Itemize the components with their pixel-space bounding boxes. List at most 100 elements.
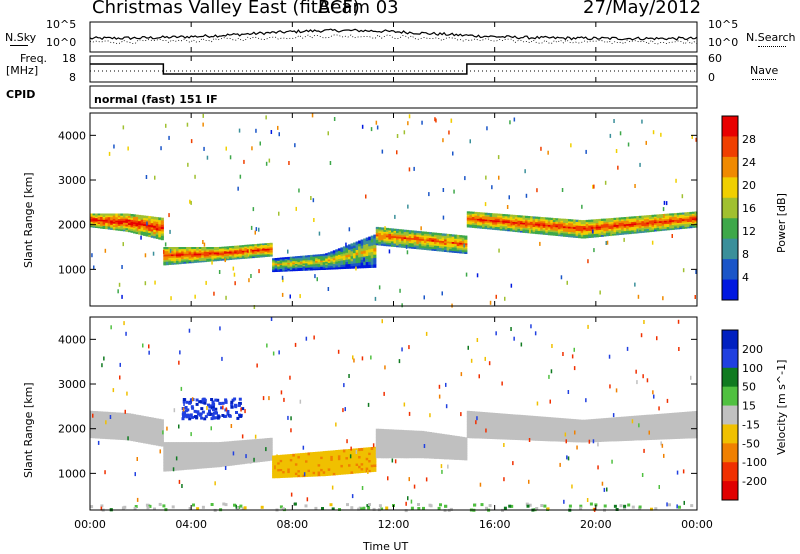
power-noise-cell [406, 250, 409, 255]
velocity-band-4-cell [555, 424, 559, 428]
nsearch-legend-line [758, 46, 786, 47]
velocity-band-2-cell [335, 455, 339, 458]
power-noise-cell [407, 121, 409, 126]
velocity-band-4-cell [542, 416, 546, 420]
velocity-band-4-cell [666, 431, 670, 435]
velocity-band-2-cell [327, 458, 331, 462]
power-band-4-cell [535, 216, 539, 219]
velocity-band-4-cell [585, 430, 589, 434]
power-band-2-cell [279, 257, 283, 260]
velocity-band-2-cell [299, 455, 303, 459]
velocity-band-3-cell [401, 432, 405, 436]
power-band-1-cell [239, 257, 243, 260]
power-band-4-cell [578, 225, 582, 228]
velocity-band-0-cell [92, 416, 96, 420]
velocity-band-4-cell [605, 434, 609, 437]
power-band-4-cell [560, 227, 564, 230]
power-band-2-cell [294, 256, 298, 259]
velocity-band-3-cell [441, 441, 445, 445]
power-band-1-cell [267, 248, 271, 251]
velocity-band-1-cell [216, 464, 220, 468]
velocity-band-0-cell [133, 414, 137, 418]
power-band-4-cell [494, 216, 498, 219]
velocity-band-0-cell [145, 427, 149, 431]
velocity-band-3-cell [434, 448, 438, 452]
velocity-band-4-cell [648, 417, 652, 420]
velocity-band-4-cell [517, 414, 521, 418]
power-band-2-cell [330, 262, 334, 265]
velocity-band-2-cell [370, 469, 374, 473]
power-band-4-cell [542, 232, 546, 235]
velocity-band-2-cell [373, 461, 377, 465]
velocity-band-3-cell [401, 435, 405, 439]
power-band-4-cell [628, 218, 632, 221]
velocity-band-1-cell [188, 455, 192, 459]
velocity-band-1-cell [183, 444, 187, 448]
power-panel-bg [90, 113, 697, 306]
power-band-4-cell [555, 228, 559, 231]
power-band-4-cell [525, 222, 529, 225]
power-band-4-cell [686, 215, 690, 218]
power-band-4-cell [616, 226, 620, 229]
velocity-band-2-cell [363, 459, 367, 463]
power-band-2-cell [342, 248, 346, 252]
velocity-band-1-cell [256, 459, 260, 463]
power-band-4-cell [600, 224, 604, 227]
velocity-band-4-cell [535, 416, 539, 419]
power-band-2-cell [355, 252, 359, 256]
power-band-0-cell [153, 227, 157, 230]
power-band-0-cell [127, 226, 131, 229]
power-band-3-cell [393, 243, 397, 246]
velocity-band-2-cell [274, 455, 278, 458]
velocity-band-4-cell [504, 423, 508, 427]
velocity-band-3-cell [393, 452, 397, 456]
velocity-band-3-cell [459, 443, 463, 447]
power-band-1-cell [206, 247, 210, 249]
power-band-3-cell [464, 242, 468, 246]
velocity-band-0-cell [90, 410, 94, 414]
power-band-4-cell [535, 220, 539, 223]
power-band-4-cell [547, 224, 551, 227]
velocity-band-4-cell [613, 424, 617, 428]
power-band-3-cell [406, 242, 410, 245]
power-band-3-cell [434, 239, 438, 243]
velocity-band-2-cell [277, 457, 281, 461]
velocity-band-4-cell [527, 427, 531, 431]
power-band-3-cell [449, 241, 453, 244]
power-band-4-cell [527, 227, 531, 230]
power-band-2-cell [348, 263, 352, 267]
power-band-0-cell [105, 225, 109, 228]
power-band-1-cell [201, 251, 205, 254]
velocity-band-3-cell [444, 439, 448, 443]
velocity-band-4-cell [489, 425, 493, 429]
power-band-3-cell [449, 246, 453, 249]
power-band-4-cell [492, 216, 496, 219]
velocity-band-4-cell [659, 434, 663, 437]
power-band-4-cell [633, 229, 637, 232]
velocity-band-4-cell [641, 427, 645, 431]
velocity-band-2-cell [353, 453, 357, 457]
velocity-band-3-cell [406, 430, 410, 434]
power-band-4-cell [674, 219, 678, 222]
velocity-band-3-cell [403, 441, 407, 445]
power-band-0-cell [90, 221, 94, 224]
power-band-4-cell [603, 230, 607, 233]
power-band-1-cell [254, 248, 258, 250]
power-band-3-cell [391, 240, 395, 244]
velocity-band-1-cell [213, 447, 217, 451]
power-band-4-cell [532, 229, 536, 233]
velocity-band-0-cell [112, 431, 116, 435]
power-band-3-cell [393, 235, 397, 239]
velocity-band-2-cell [274, 473, 278, 476]
power-band-4-cell [469, 217, 473, 220]
velocity-band-2-cell [272, 466, 276, 470]
velocity-band-0-cell [100, 430, 104, 434]
power-band-1-cell [249, 252, 253, 255]
power-band-1-cell [208, 248, 212, 251]
velocity-band-2-cell [305, 452, 309, 456]
power-band-4-cell [661, 228, 665, 231]
velocity-band-4-cell [502, 416, 506, 420]
velocity-band-1-cell [196, 452, 200, 456]
power-band-2-cell [307, 267, 311, 270]
velocity-band-1-cell [193, 452, 197, 456]
